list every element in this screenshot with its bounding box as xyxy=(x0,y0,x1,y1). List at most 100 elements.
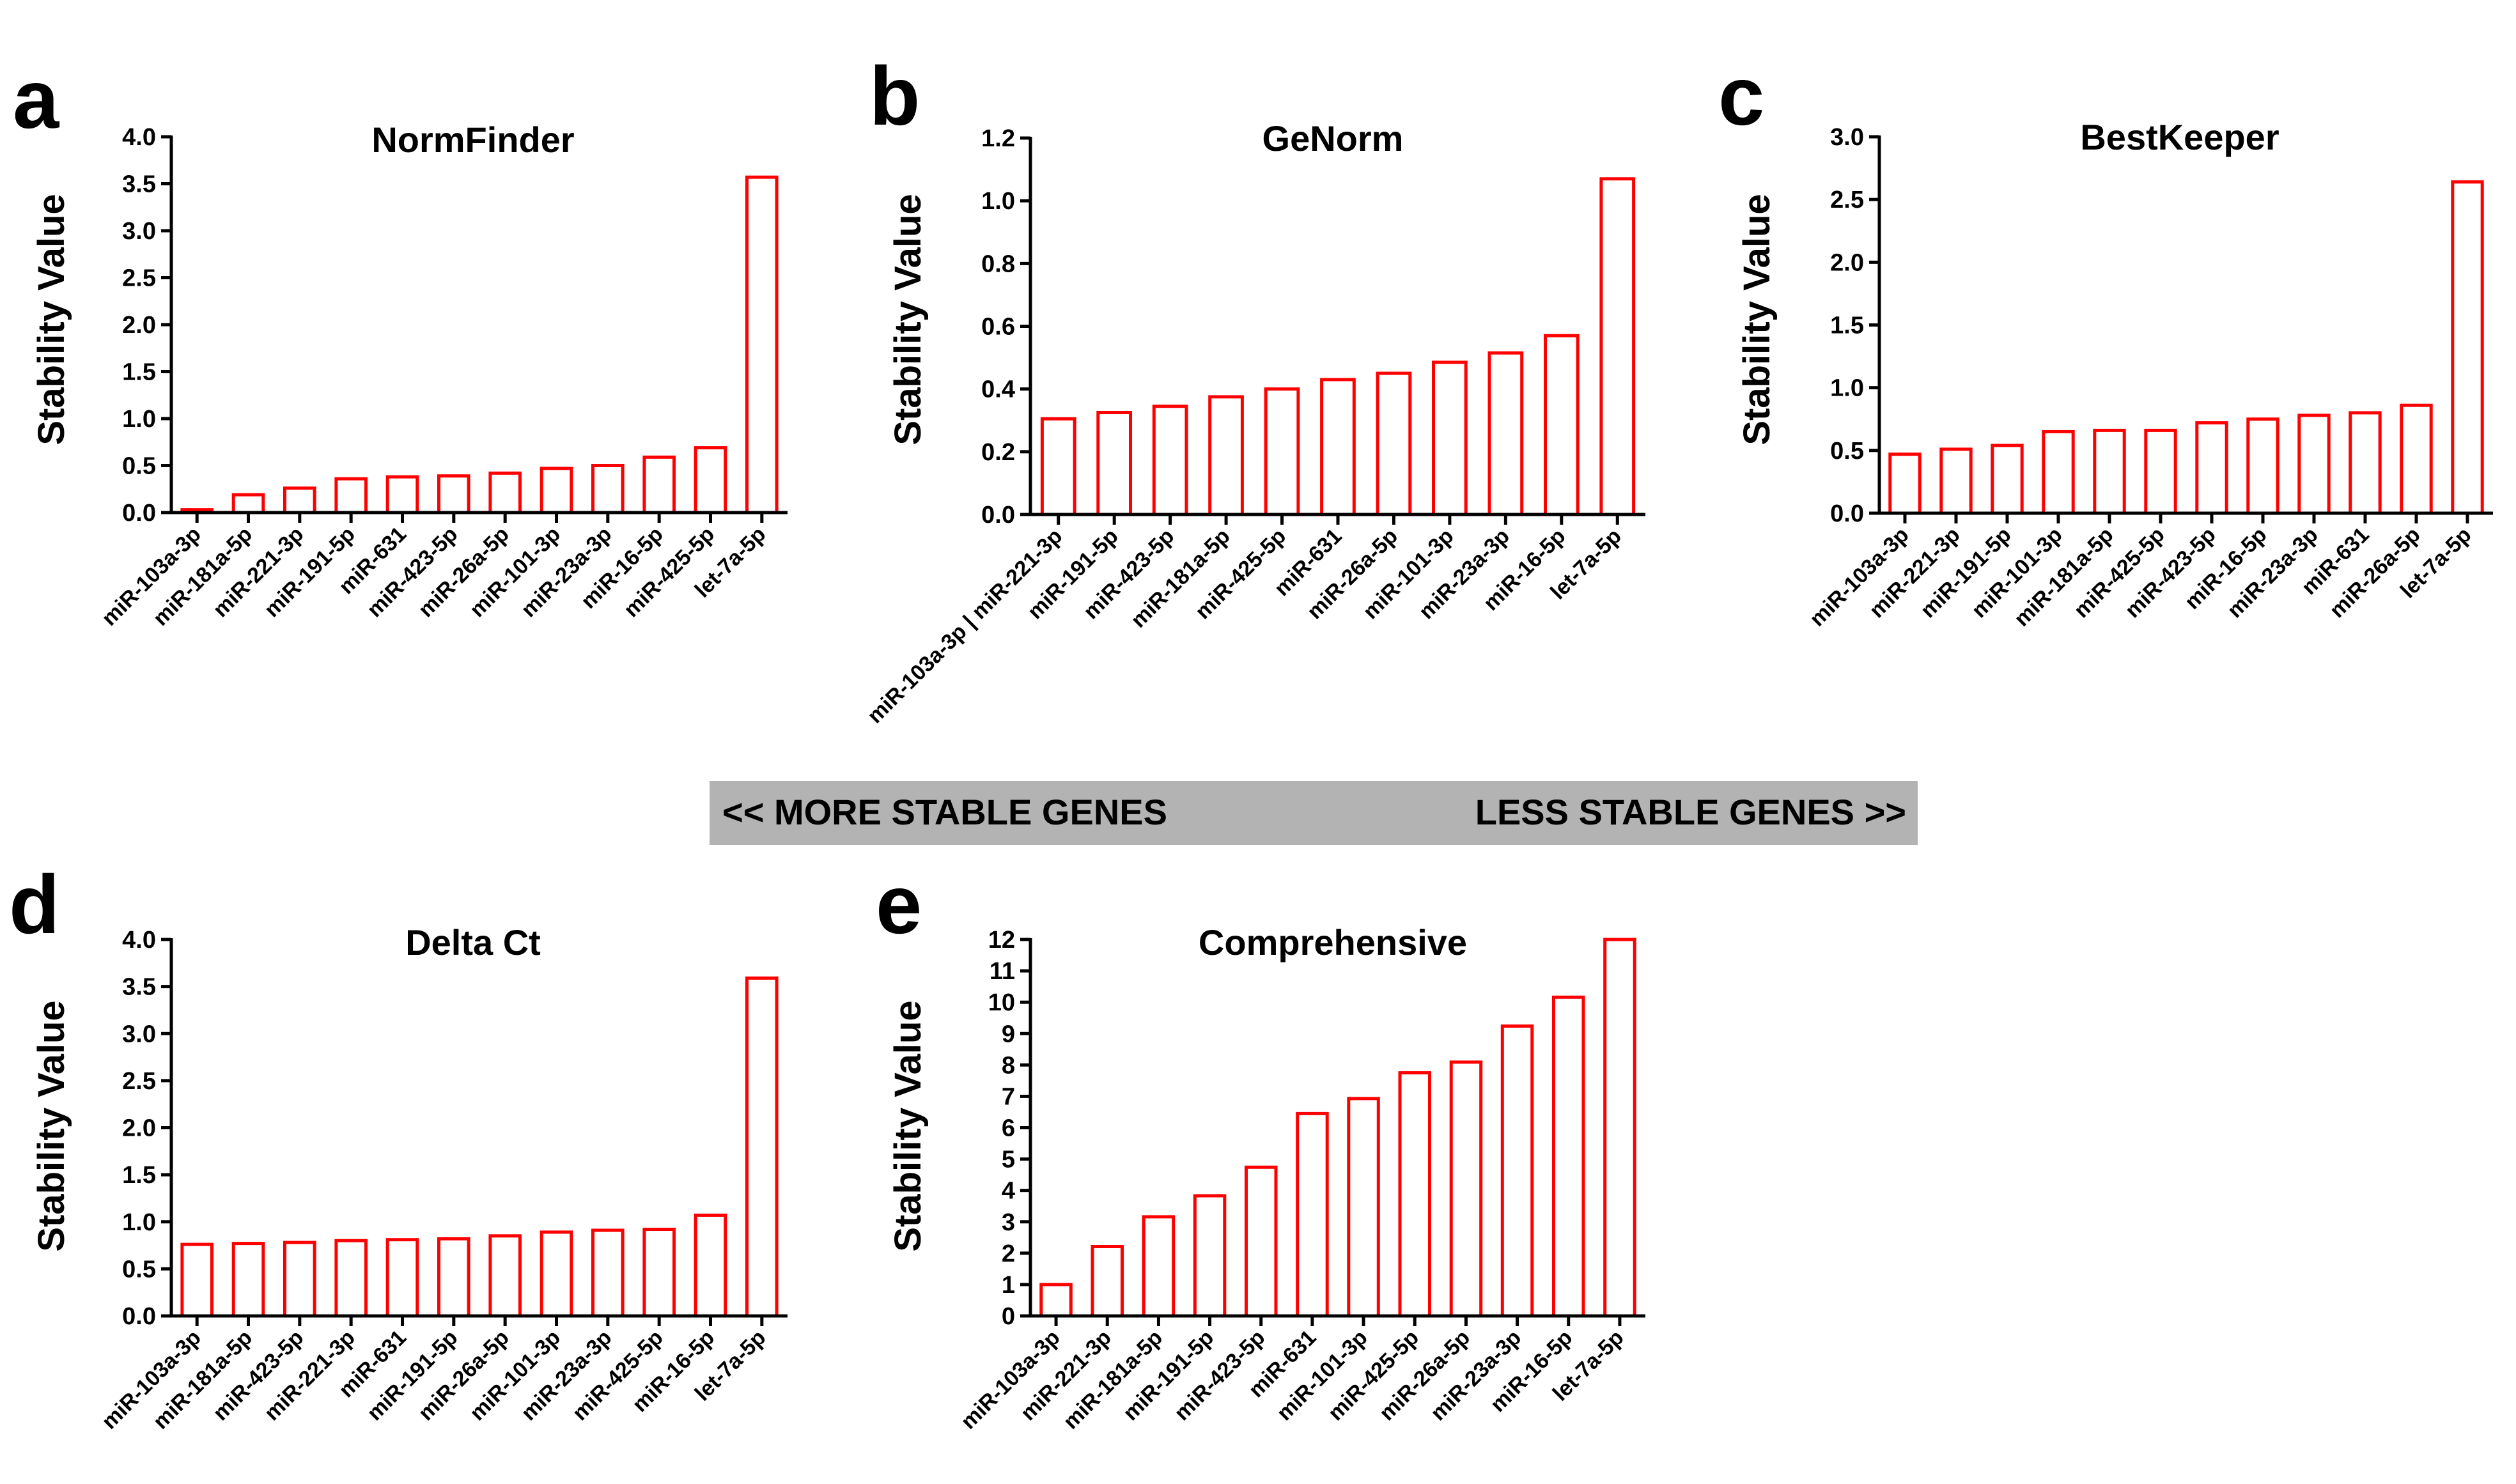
plot-area: 0.00.51.01.52.02.53.03.54.0miR-103a-3pmi… xyxy=(97,124,788,631)
y-tick-label: 2.5 xyxy=(1830,187,1864,213)
chart-title: GeNorm xyxy=(1262,118,1404,158)
bar-miR-191-5p xyxy=(334,477,368,514)
panel-letter: d xyxy=(9,858,59,951)
panel-c: c BestKeeper Stability Value 0.0 0.5 1.0 1.… xyxy=(1718,49,2493,631)
y-tick-label: 6 xyxy=(1002,1115,1015,1142)
bar-miR-181a-5p xyxy=(2093,428,2126,515)
bar-miR-103a-3p | miR-221-3p xyxy=(1040,417,1076,516)
bar-let-7a-5p xyxy=(1603,938,1636,1318)
bar-miR-103a-3p xyxy=(1039,1283,1073,1318)
panel-b: b GeNorm Stability Value 0.0 0.2 0.4 0.6 0.8… xyxy=(863,49,1645,728)
panel-letter: c xyxy=(1718,49,1764,143)
plot-area: 0.0 0.2 0.4 0.6 0.8 1.0 1.2 miR-103a-3p | miR-2… xyxy=(863,125,1645,728)
y-tick-label: 0.0 xyxy=(1830,500,1864,527)
plot-area: 0.00.51.01.52.02.53.0miR-103a-3pmiR-221-… xyxy=(1805,124,2493,631)
bar-miR-423-5p xyxy=(1152,405,1188,516)
y-tick-label: 0.4 xyxy=(981,376,1015,403)
y-tick-label: 0.8 xyxy=(981,251,1015,277)
bar-miR-16-5p xyxy=(2246,417,2279,515)
bar-miR-425-5p xyxy=(642,1228,676,1318)
y-tick-label: 0.6 xyxy=(981,314,1015,341)
chart-title: Delta Ct xyxy=(405,922,541,962)
y-tick-label: 2.0 xyxy=(122,312,156,339)
y-axis-label: Stability Value xyxy=(31,1000,72,1251)
y-tick-label: 1.5 xyxy=(122,1162,156,1189)
y-tick-label: 3.0 xyxy=(122,218,156,245)
bar-miR-16-5p xyxy=(642,455,676,514)
bar-miR-423-5p xyxy=(1245,1165,1278,1318)
y-tick-label: 12 xyxy=(988,927,1015,954)
y-tick-label: 3.5 xyxy=(122,171,156,198)
bar-miR-631 xyxy=(1296,1111,1329,1318)
bar-let-7a-5p xyxy=(745,175,779,514)
bar-let-7a-5p xyxy=(1599,177,1636,516)
bar-miR-26a-5p xyxy=(488,1234,522,1318)
y-tick-label: 0 xyxy=(1002,1303,1015,1330)
banner-right-text: LESS STABLE GENES >> xyxy=(1475,792,1906,832)
x-tick-label: miR-103a-3p | miR-221-3p xyxy=(863,524,1068,729)
y-tick-label: 0.5 xyxy=(1830,438,1864,465)
y-tick-label: 0.0 xyxy=(122,1303,156,1330)
y-tick-label: 0.5 xyxy=(122,453,156,480)
bar-miR-23a-3p xyxy=(591,1228,625,1318)
bar-miR-631 xyxy=(2349,411,2382,515)
y-tick-label: 3.5 xyxy=(122,974,156,1001)
y-tick-label: 0.5 xyxy=(122,1256,156,1283)
y-tick-label: 3.0 xyxy=(122,1021,156,1047)
y-tick-label: 4 xyxy=(1002,1178,1015,1205)
bar-miR-101-3p xyxy=(1347,1097,1380,1318)
bar-miR-181a-5p xyxy=(1142,1215,1176,1318)
y-tick-label: 8 xyxy=(1002,1052,1015,1079)
y-tick-label: 1.0 xyxy=(122,1209,156,1236)
bar-miR-191-5p xyxy=(437,1237,470,1318)
y-tick-label: 9 xyxy=(1002,1021,1015,1047)
bar-miR-221-3p xyxy=(334,1239,368,1318)
y-tick-label: 10 xyxy=(988,989,1015,1016)
bar-miR-26a-5p xyxy=(488,471,522,514)
panel-letter: b xyxy=(869,49,920,143)
y-axis-label: Stability Value xyxy=(1736,194,1778,445)
bar-miR-16-5p xyxy=(694,1213,727,1318)
chart-title: BestKeeper xyxy=(2080,117,2279,157)
y-tick-label: 1.2 xyxy=(981,125,1015,152)
plot-area: 0123456789101112miR-103a-3pmiR-221-3pmiR… xyxy=(956,927,1645,1434)
y-tick-label: 2.5 xyxy=(122,265,156,292)
bar-miR-221-3p xyxy=(1091,1245,1124,1318)
stability-banner: << MORE STABLE GENES LESS STABLE GENES >… xyxy=(710,781,1918,845)
y-tick-label: 1.0 xyxy=(1830,375,1864,402)
y-tick-label: 2 xyxy=(1002,1241,1015,1267)
bar-miR-103a-3p xyxy=(180,1242,214,1318)
y-tick-label: 0.0 xyxy=(981,502,1015,529)
y-axis-label: Stability Value xyxy=(887,194,929,445)
bar-miR-181a-5p xyxy=(231,493,265,514)
y-tick-label: 1.5 xyxy=(122,359,156,386)
chart-title: NormFinder xyxy=(371,120,574,160)
bar-miR-23a-3p xyxy=(591,464,625,514)
plot-area: 0.00.51.01.52.02.53.03.54.0miR-103a-3pmi… xyxy=(97,927,788,1434)
bar-miR-425-5p xyxy=(1398,1071,1431,1318)
y-tick-label: 1 xyxy=(1002,1272,1015,1299)
bar-miR-101-3p xyxy=(1432,360,1468,516)
y-tick-label: 11 xyxy=(990,958,1015,985)
bar-miR-181a-5p xyxy=(231,1242,265,1318)
y-tick-label: 1.0 xyxy=(981,188,1015,215)
bar-miR-16-5p xyxy=(1544,334,1580,516)
bar-miR-423-5p xyxy=(283,1241,316,1318)
bar-miR-16-5p xyxy=(1552,995,1585,1318)
y-tick-label: 1.0 xyxy=(122,406,156,433)
y-tick-label: 3 xyxy=(1002,1209,1015,1236)
bar-miR-425-5p xyxy=(694,446,727,514)
y-axis-label: Stability Value xyxy=(31,194,72,445)
bar-let-7a-5p xyxy=(2451,180,2484,515)
y-axis-label: Stability Value xyxy=(887,1000,929,1251)
y-tick-label: 4.0 xyxy=(122,927,156,954)
bar-miR-191-5p xyxy=(1193,1194,1227,1318)
y-tick-label: 2.0 xyxy=(1830,249,1864,276)
panel-d: d Delta Ct Stability Value 0.0 0.5 1.0 1.5 2… xyxy=(9,858,788,1434)
y-tick-label: 3.0 xyxy=(1830,124,1864,151)
bar-miR-101-3p xyxy=(2042,429,2075,515)
bar-miR-101-3p xyxy=(540,467,573,514)
bar-miR-425-5p xyxy=(2144,428,2177,515)
bar-miR-631 xyxy=(1320,378,1356,516)
bar-miR-191-5p xyxy=(1991,444,2024,515)
